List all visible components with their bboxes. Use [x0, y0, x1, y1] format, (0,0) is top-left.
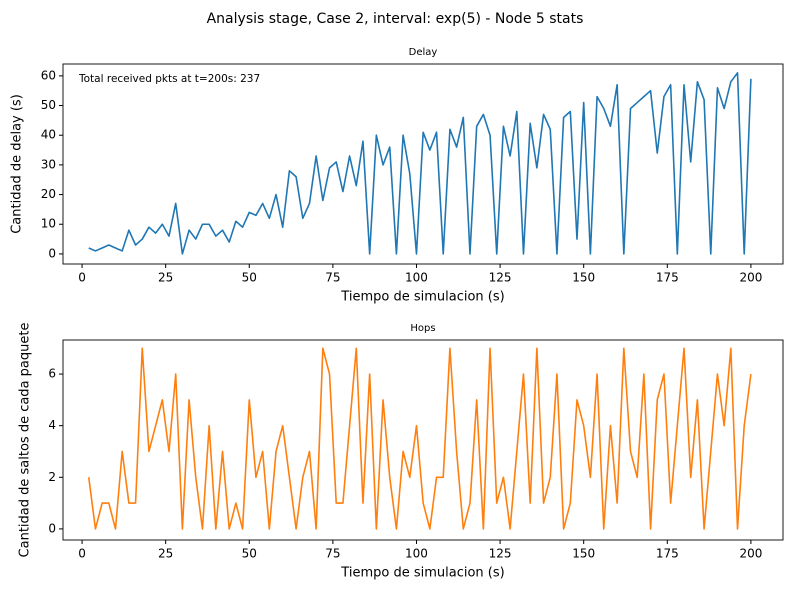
y-axis-label: Cantidad de delay (s) [10, 94, 25, 234]
x-tick-label: 75 [325, 547, 340, 561]
x-tick-label: 125 [489, 271, 512, 285]
subplot-title: Delay [409, 47, 438, 58]
y-tick-label: 4 [48, 418, 56, 432]
x-tick-label: 125 [489, 547, 512, 561]
x-tick-label: 0 [78, 271, 86, 285]
x-tick-label: 150 [572, 547, 595, 561]
annotation: Total received pkts at t=200s: 237 [78, 73, 260, 85]
y-tick-label: 20 [41, 187, 56, 201]
y-tick-label: 30 [41, 157, 56, 171]
y-axis-label: Cantidad de saltos de cada paquete [18, 323, 33, 558]
y-tick-label: 0 [48, 521, 56, 535]
y-tick-label: 0 [48, 246, 56, 260]
x-axis-label: Tiempo de simulacion (s) [340, 290, 504, 305]
y-tick-label: 50 [41, 98, 56, 112]
x-tick-label: 175 [656, 271, 679, 285]
x-tick-label: 25 [158, 271, 173, 285]
plot-frame [62, 339, 784, 541]
y-tick-label: 40 [41, 128, 56, 142]
x-axis-label: Tiempo de simulacion (s) [340, 566, 504, 581]
data-line [88, 72, 752, 255]
x-tick-label: 175 [656, 547, 679, 561]
x-tick-label: 75 [325, 271, 340, 285]
subplot-title: Hops [410, 323, 435, 334]
data-line [87, 347, 752, 530]
x-tick-label: 200 [739, 271, 762, 285]
x-tick-label: 150 [572, 271, 595, 285]
x-tick-label: 0 [78, 547, 86, 561]
y-tick-label: 60 [41, 68, 56, 82]
x-tick-label: 200 [739, 547, 762, 561]
figure-title: Analysis stage, Case 2, interval: exp(5)… [207, 11, 584, 27]
x-tick-label: 100 [405, 271, 428, 285]
x-tick-label: 25 [158, 547, 173, 561]
y-tick-label: 2 [48, 470, 56, 484]
plot-frame [62, 63, 784, 265]
y-tick-label: 10 [41, 217, 56, 231]
y-tick-label: 6 [48, 367, 56, 381]
x-tick-label: 50 [242, 547, 257, 561]
x-tick-label: 100 [405, 547, 428, 561]
x-tick-label: 50 [242, 271, 257, 285]
